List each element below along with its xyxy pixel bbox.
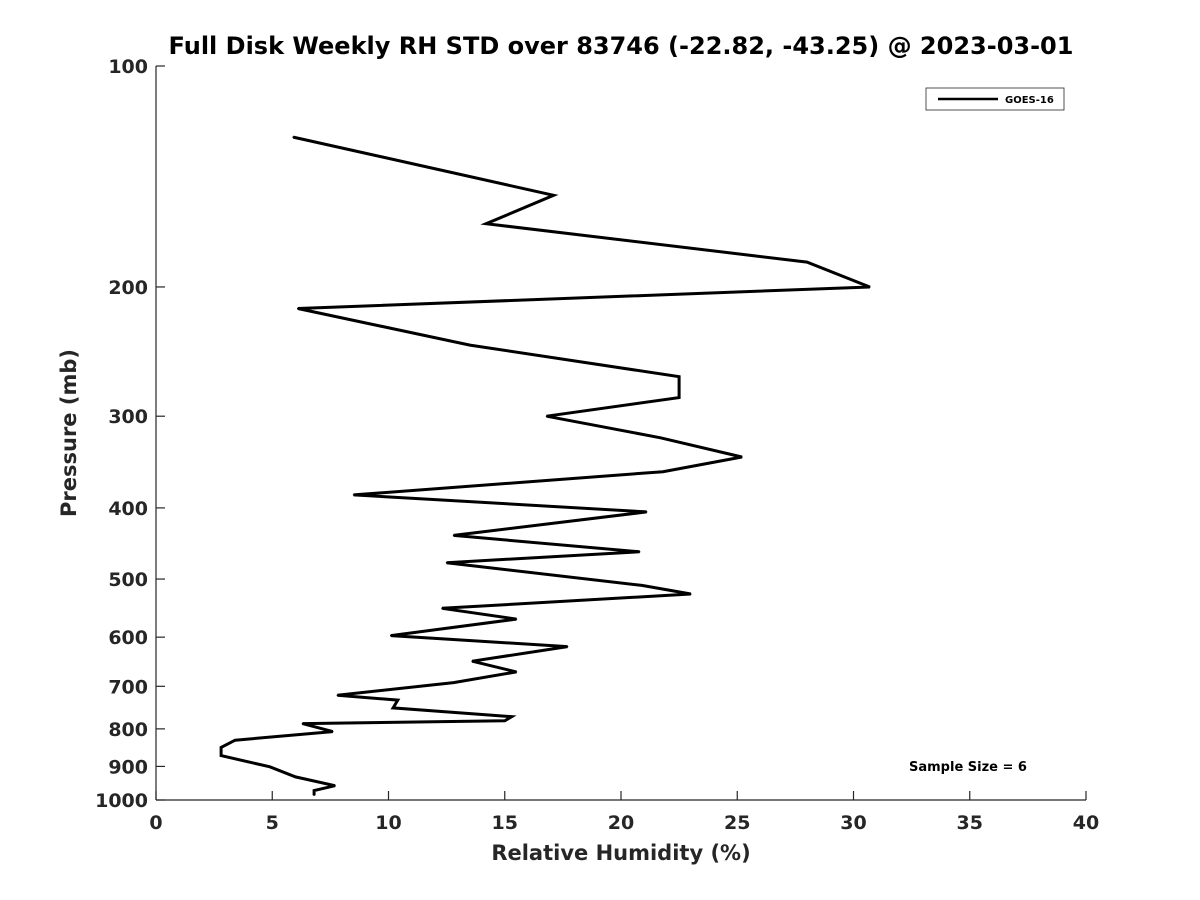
- x-tick-label: 30: [840, 812, 866, 834]
- data-point: [292, 136, 295, 138]
- y-tick-label: 500: [108, 569, 148, 591]
- data-point: [445, 561, 448, 564]
- data-point: [645, 511, 648, 513]
- data-point: [331, 730, 334, 733]
- data-point: [352, 494, 355, 496]
- y-tick-label: 900: [108, 756, 148, 778]
- data-point: [397, 699, 399, 701]
- data-point: [662, 470, 664, 473]
- data-point: [452, 681, 455, 684]
- y-tick-label: 300: [108, 406, 148, 428]
- x-tick-label: 5: [266, 812, 279, 834]
- data-point: [220, 754, 222, 757]
- y-ticks: 100 200 300 400 500 600 700 800 900 1000: [95, 56, 165, 812]
- x-axis-label: Relative Humidity (%): [491, 841, 750, 865]
- sample-size-annotation: Sample Size = 6: [909, 760, 1027, 775]
- data-point: [452, 534, 455, 537]
- data-point: [545, 415, 548, 418]
- chart-title: Full Disk Weekly RH STD over 83746 (-22.…: [169, 32, 1074, 60]
- data-point: [741, 456, 743, 458]
- series-layer: [219, 135, 871, 796]
- data-point: [469, 344, 471, 346]
- y-tick-label: 200: [108, 277, 148, 299]
- y-tick-label: 400: [108, 498, 148, 520]
- legend-label: GOES-16: [1005, 95, 1054, 106]
- y-tick-label: 800: [108, 719, 148, 741]
- data-point: [504, 720, 506, 722]
- data-point: [659, 437, 662, 439]
- x-tick-label: 40: [1073, 812, 1099, 834]
- data-point: [638, 551, 641, 553]
- series-line-goes-16: [219, 135, 871, 796]
- data-point: [392, 707, 394, 709]
- data-point: [566, 645, 569, 648]
- data-point: [220, 746, 222, 749]
- data-point: [334, 784, 336, 787]
- data-point: [313, 789, 315, 792]
- data-point: [806, 261, 808, 263]
- x-tick-label: 10: [375, 812, 401, 834]
- data-point: [678, 396, 680, 399]
- data-point: [471, 660, 474, 662]
- data-point: [515, 618, 518, 620]
- x-tick-label: 35: [957, 812, 983, 834]
- y-tick-label: 700: [108, 676, 148, 698]
- data-point: [552, 194, 555, 197]
- data-point: [297, 307, 299, 310]
- data-point: [294, 776, 297, 778]
- data-point: [313, 794, 315, 796]
- data-point: [390, 634, 392, 637]
- x-ticks: 0 5 10 15 20 25 30 35 40: [149, 791, 1099, 834]
- data-point: [269, 766, 271, 768]
- data-point: [690, 593, 692, 595]
- data-point: [641, 584, 643, 587]
- data-point: [336, 694, 339, 697]
- data-point: [869, 286, 871, 288]
- data-point: [510, 715, 513, 718]
- data-point: [234, 739, 236, 741]
- data-point: [515, 671, 518, 673]
- x-tick-label: 15: [492, 812, 518, 834]
- y-axis-label: Pressure (mb): [57, 349, 81, 517]
- data-point: [301, 722, 304, 725]
- x-tick-label: 20: [608, 812, 634, 834]
- x-tick-label: 25: [724, 812, 750, 834]
- legend: GOES-16: [925, 87, 1065, 111]
- y-tick-label: 1000: [95, 790, 148, 812]
- data-point: [441, 607, 443, 610]
- y-tick-label: 100: [108, 56, 148, 78]
- x-tick-label: 0: [149, 812, 162, 834]
- data-point: [485, 222, 487, 225]
- y-tick-label: 600: [108, 627, 148, 649]
- data-point: [678, 375, 680, 378]
